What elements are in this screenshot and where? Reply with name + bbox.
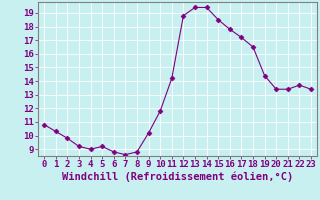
- X-axis label: Windchill (Refroidissement éolien,°C): Windchill (Refroidissement éolien,°C): [62, 172, 293, 182]
